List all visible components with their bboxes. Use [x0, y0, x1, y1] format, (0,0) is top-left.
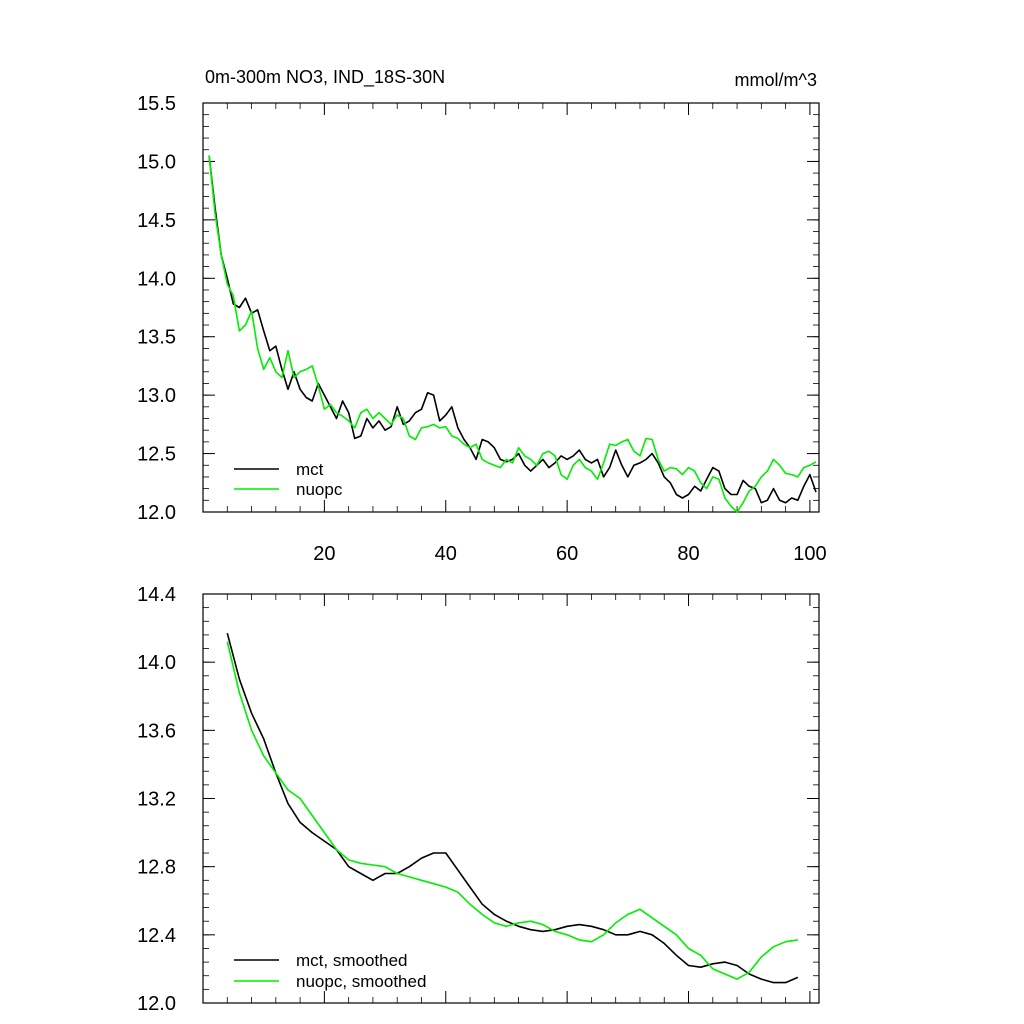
bottom-y-tick-label: 13.2 — [137, 789, 176, 811]
bottom-series-line-mct-smoothed — [226, 632, 799, 984]
top-y-tick-label: 12.0 — [137, 502, 176, 524]
bottom-series-line-nuopc-smoothed — [226, 641, 798, 980]
top-y-tick-labels: 12.0 12.5 13.0 13.5 14.0 14.5 15.0 15.5 — [137, 93, 176, 524]
top-panel: 0m-300m NO3, IND_18S-30N mmol/m^3 12.012… — [137, 67, 827, 565]
top-legend-label: mct — [296, 460, 324, 479]
top-chart-units: mmol/m^3 — [735, 70, 817, 90]
bottom-y-tick-label: 14.0 — [137, 652, 176, 674]
bottom-y-tick-label: 12.0 — [137, 993, 176, 1015]
top-x-tick-labels: 20 40 60 80 100 — [313, 543, 826, 565]
top-x-tick-label: 80 — [677, 543, 699, 565]
top-chart-title: 0m-300m NO3, IND_18S-30N — [205, 67, 445, 88]
top-y-tick-label: 12.5 — [137, 444, 176, 466]
bottom-y-tick-label: 13.6 — [137, 720, 176, 742]
top-y-tick-label: 15.0 — [137, 151, 176, 173]
bottom-y-tick-label: 12.8 — [137, 857, 176, 879]
top-y-tick-label: 14.5 — [137, 210, 176, 232]
bottom-axis-ticks — [203, 593, 819, 1004]
bottom-panel: 12.0 12.4 12.8 13.2 13.6 14.0 14.4 mct, smooth… — [137, 584, 820, 1015]
bottom-series-lines — [226, 632, 799, 984]
top-x-tick-label: 60 — [556, 543, 578, 565]
top-x-tick-label: 40 — [435, 543, 457, 565]
top-series-line-mct — [208, 155, 817, 504]
top-y-tick-label: 14.0 — [137, 268, 176, 290]
bottom-legend: mct, smoothed nuopc, smoothed — [234, 951, 426, 991]
top-legend-label: nuopc — [296, 480, 343, 499]
top-series-line-nuopc — [208, 155, 817, 513]
top-axis-ticks — [203, 102, 819, 513]
bottom-y-tick-label: 12.4 — [137, 925, 176, 947]
bottom-legend-label: nuopc, smoothed — [296, 972, 426, 991]
top-y-tick-label: 13.0 — [137, 385, 176, 407]
top-y-tick-label: 13.5 — [137, 327, 176, 349]
bottom-y-tick-labels: 12.0 12.4 12.8 13.2 13.6 14.0 14.4 — [137, 584, 176, 1015]
top-x-tick-label: 100 — [793, 543, 826, 565]
bottom-y-tick-label: 14.4 — [137, 584, 176, 606]
top-series-lines — [208, 155, 817, 513]
bottom-legend-label: mct, smoothed — [296, 951, 408, 970]
top-y-tick-label: 15.5 — [137, 93, 176, 115]
top-x-tick-label: 20 — [313, 543, 335, 565]
bottom-plot-frame — [202, 593, 820, 1004]
top-plot-frame — [202, 102, 820, 513]
